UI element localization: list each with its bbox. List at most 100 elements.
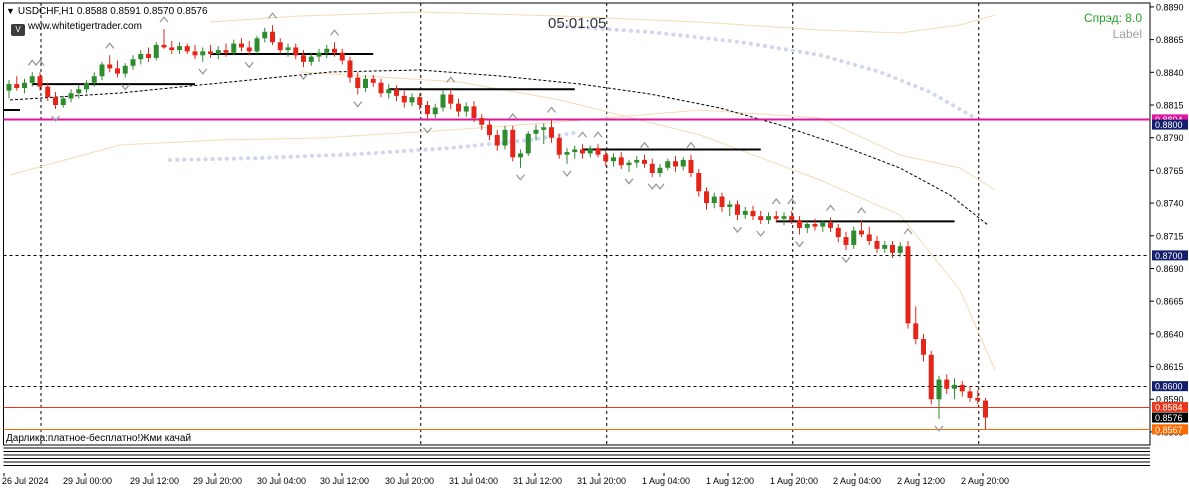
candle-body — [192, 51, 198, 56]
bottom-note: Дарлика:платное-бесплатно!Жми качай — [6, 433, 192, 444]
candle-body — [789, 216, 795, 221]
plot-frame — [3, 2, 1151, 446]
fractal-up-icon — [787, 197, 797, 205]
candle-body — [727, 204, 733, 207]
moving-average-line — [9, 69, 989, 226]
candle-body — [983, 400, 988, 418]
envelope-lower — [9, 109, 996, 191]
candle-body — [890, 244, 895, 253]
candles-layer — [6, 12, 988, 432]
candle-body — [308, 56, 314, 62]
candle-body — [541, 127, 547, 130]
candle-body — [324, 48, 330, 53]
y-tick-label: 0.8865 — [1156, 35, 1184, 45]
fractal-up-icon — [903, 227, 913, 235]
site-url: www.whitetigertrader.com — [28, 21, 142, 32]
candle-body — [76, 89, 82, 94]
fractal-up-icon — [508, 112, 518, 120]
v-badge-icon[interactable]: V — [11, 24, 25, 36]
candle-body — [246, 47, 252, 52]
candle-body — [688, 159, 694, 173]
candle-body — [153, 44, 159, 58]
price-tag-bg — [1152, 402, 1188, 413]
candle-body — [859, 230, 864, 235]
y-tick-label: 0.8665 — [1156, 297, 1184, 307]
candle-body — [487, 124, 492, 136]
fractal-up-icon — [593, 131, 603, 138]
x-tick-label: 2 Aug 04:00 — [833, 476, 881, 486]
candle-body — [549, 127, 554, 138]
candle-body — [812, 224, 818, 227]
candle-body — [339, 52, 345, 61]
fractal-down-icon — [756, 230, 766, 238]
candle-body — [270, 31, 275, 43]
candle-body — [921, 339, 926, 355]
candle-body — [177, 46, 182, 51]
candle-body — [208, 51, 213, 54]
fractal-up-icon — [446, 76, 456, 83]
candle-body — [603, 154, 609, 162]
dotted-band-upper — [558, 24, 977, 120]
candle-body — [347, 60, 353, 78]
candle-body — [107, 64, 113, 69]
candle-body — [432, 107, 438, 115]
fractal-down-icon — [562, 170, 572, 177]
candle-body — [262, 31, 268, 39]
candle-body — [851, 230, 857, 245]
y-tick-label: 0.8715 — [1156, 231, 1184, 241]
fractal-down-icon — [647, 183, 657, 190]
fractal-down-icon — [934, 425, 944, 432]
candle-body — [804, 224, 810, 228]
fractal-down-icon — [120, 84, 130, 91]
candle-body — [882, 244, 888, 249]
candle-body — [99, 64, 105, 77]
fractal-down-icon — [515, 174, 526, 181]
fractal-down-icon — [50, 115, 61, 122]
candle-body — [750, 210, 756, 217]
x-tick-label: 1 Aug 20:00 — [770, 476, 818, 486]
candle-body — [642, 159, 647, 164]
fractal-down-icon — [655, 183, 665, 190]
x-tick-label: 30 Jul 12:00 — [320, 476, 369, 486]
x-tick-label: 1 Aug 04:00 — [642, 476, 690, 486]
fractal-down-icon — [353, 101, 363, 108]
symbol-dropdown-icon[interactable]: ▼ — [6, 6, 15, 16]
candle-body — [533, 129, 539, 134]
candle-body — [200, 51, 206, 56]
candle-body — [332, 48, 337, 53]
candle-body — [975, 397, 981, 401]
fractal-down-icon — [732, 226, 743, 234]
fractal-down-icon — [298, 73, 309, 81]
candle-body — [618, 157, 624, 166]
fractal-down-icon — [624, 178, 634, 185]
candle-body — [463, 106, 469, 112]
candle-body — [91, 76, 97, 83]
candle-body — [936, 379, 942, 400]
fractal-down-icon — [198, 68, 208, 75]
candle-body — [146, 54, 151, 58]
candle-body — [518, 153, 523, 158]
candle-body — [719, 196, 725, 207]
price-tag-bg — [1152, 412, 1188, 423]
candle-body — [456, 103, 461, 112]
candle-body — [967, 391, 973, 398]
candle-body — [386, 89, 392, 94]
x-tick-label: 29 Jul 20:00 — [193, 476, 242, 486]
candle-body — [37, 76, 43, 87]
x-tick-label: 31 Jul 12:00 — [513, 476, 562, 486]
candle-body — [781, 216, 787, 219]
candle-body — [704, 191, 709, 204]
fractal-down-icon — [244, 61, 254, 69]
x-tick-label: 2 Aug 12:00 — [897, 476, 945, 486]
candle-body — [53, 97, 58, 105]
candle-body — [277, 42, 283, 51]
fractal-up-icon — [825, 204, 836, 211]
fractal-down-icon — [794, 241, 805, 248]
candle-body — [223, 50, 229, 53]
candle-body — [680, 159, 686, 167]
y-tick-label: 0.8790 — [1156, 133, 1184, 143]
candle-body — [928, 354, 934, 400]
candle-body — [905, 246, 911, 324]
price-axis: 0.8890 0.8865 0.8840 0.8815 0.8790 0.8765 0.87… — [1150, 2, 1188, 437]
